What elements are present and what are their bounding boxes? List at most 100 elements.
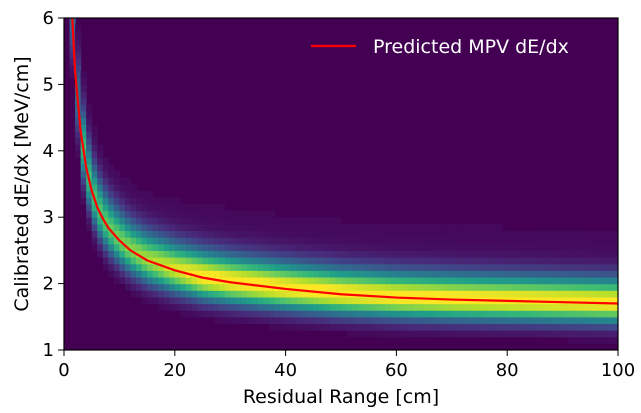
heatmap-cell bbox=[75, 31, 82, 39]
heatmap-cell bbox=[91, 137, 98, 145]
heatmap-cell bbox=[584, 330, 591, 338]
heatmap-cell bbox=[401, 330, 409, 338]
heatmap-cell bbox=[363, 250, 370, 258]
heatmap-cell bbox=[130, 270, 137, 278]
heatmap-cell bbox=[451, 323, 458, 331]
heatmap-cell bbox=[529, 316, 536, 325]
heatmap-cell bbox=[174, 296, 181, 305]
heatmap-cell bbox=[341, 230, 348, 238]
heatmap-cell bbox=[324, 316, 331, 325]
heatmap-cell bbox=[235, 230, 242, 238]
heatmap-cell bbox=[318, 323, 325, 331]
heatmap-cell bbox=[213, 203, 220, 212]
heatmap-cell bbox=[401, 223, 409, 232]
heatmap-cell bbox=[390, 276, 397, 285]
heatmap-cell bbox=[307, 323, 314, 331]
heatmap-cell bbox=[147, 270, 154, 278]
heatmap-cell bbox=[595, 263, 602, 271]
heatmap-cell bbox=[429, 323, 436, 331]
heatmap-cell bbox=[385, 243, 392, 251]
heatmap-cell bbox=[346, 270, 353, 278]
heatmap-cell bbox=[252, 217, 259, 225]
heatmap-cell bbox=[346, 276, 353, 285]
heatmap-cell bbox=[385, 230, 392, 238]
heatmap-cell bbox=[485, 223, 492, 232]
heatmap-cell bbox=[473, 250, 481, 258]
heatmap-cell bbox=[235, 257, 242, 265]
heatmap-cell bbox=[335, 283, 342, 291]
heatmap-cell bbox=[612, 276, 618, 285]
heatmap-cell bbox=[363, 290, 370, 298]
heatmap-cell bbox=[280, 290, 287, 298]
heatmap-cell bbox=[119, 184, 126, 192]
heatmap-cell bbox=[174, 283, 181, 291]
heatmap-cell bbox=[252, 223, 259, 232]
heatmap-cell bbox=[540, 323, 547, 331]
heatmap-cell bbox=[180, 310, 187, 318]
heatmap-cell bbox=[590, 296, 597, 305]
heatmap-cell bbox=[285, 243, 292, 251]
heatmap-cell bbox=[418, 283, 425, 291]
heatmap-cell bbox=[612, 257, 618, 265]
heatmap-cell bbox=[363, 223, 370, 232]
heatmap-cell bbox=[113, 263, 120, 271]
heatmap-cell bbox=[446, 310, 453, 318]
heatmap-cell bbox=[169, 270, 176, 278]
heatmap-cell bbox=[285, 263, 292, 271]
heatmap-cell bbox=[246, 283, 253, 291]
heatmap-cell bbox=[163, 197, 170, 205]
heatmap-cell bbox=[562, 263, 569, 271]
heatmap-cell bbox=[479, 257, 486, 265]
heatmap-cell bbox=[429, 243, 436, 251]
heatmap-cell bbox=[158, 237, 165, 245]
heatmap-cell bbox=[490, 330, 497, 338]
heatmap-cell bbox=[230, 316, 237, 325]
heatmap-cell bbox=[485, 257, 492, 265]
heatmap-cell bbox=[346, 223, 353, 232]
heatmap-cell bbox=[612, 270, 618, 278]
heatmap-cell bbox=[379, 330, 386, 338]
heatmap-cell bbox=[462, 303, 470, 311]
heatmap-cell bbox=[152, 283, 159, 291]
heatmap-cell bbox=[202, 276, 209, 285]
heatmap-cell bbox=[473, 283, 481, 291]
heatmap-cell bbox=[291, 283, 298, 291]
heatmap-cell bbox=[202, 290, 209, 298]
heatmap-cell bbox=[113, 223, 120, 232]
heatmap-cell bbox=[313, 237, 320, 245]
heatmap-cell bbox=[313, 310, 320, 318]
heatmap-cell bbox=[601, 310, 608, 318]
heatmap-cell bbox=[490, 270, 497, 278]
heatmap-cell bbox=[335, 230, 342, 238]
heatmap-cell bbox=[152, 276, 159, 285]
heatmap-cell bbox=[390, 316, 397, 325]
heatmap-cell bbox=[97, 190, 104, 198]
heatmap-cell bbox=[147, 276, 154, 285]
heatmap-cell bbox=[606, 290, 614, 298]
heatmap-cell bbox=[357, 250, 364, 258]
heatmap-cell bbox=[429, 230, 436, 238]
heatmap-cell bbox=[568, 330, 575, 338]
heatmap-cell bbox=[97, 250, 104, 258]
heatmap-cell bbox=[479, 323, 486, 331]
heatmap-cell bbox=[573, 336, 580, 344]
heatmap-cell bbox=[396, 263, 403, 271]
heatmap-cell bbox=[80, 84, 87, 92]
legend: Predicted MPV dE/dx bbox=[311, 36, 569, 58]
heatmap-cell bbox=[147, 197, 154, 205]
heatmap-cell bbox=[545, 330, 553, 338]
heatmap-cell bbox=[346, 323, 353, 331]
heatmap-cell bbox=[252, 316, 259, 325]
heatmap-cell bbox=[136, 270, 143, 278]
heatmap-cell bbox=[440, 296, 447, 305]
heatmap-cell bbox=[208, 263, 215, 271]
heatmap-cell bbox=[612, 230, 618, 238]
heatmap-cell bbox=[385, 303, 392, 311]
heatmap-cell bbox=[69, 64, 76, 72]
heatmap-cell bbox=[252, 210, 259, 218]
heatmap-cell bbox=[579, 230, 586, 238]
heatmap-cell bbox=[80, 91, 87, 99]
heatmap-cell bbox=[429, 263, 436, 271]
heatmap-cell bbox=[446, 283, 453, 291]
heatmap-cell bbox=[263, 290, 270, 298]
